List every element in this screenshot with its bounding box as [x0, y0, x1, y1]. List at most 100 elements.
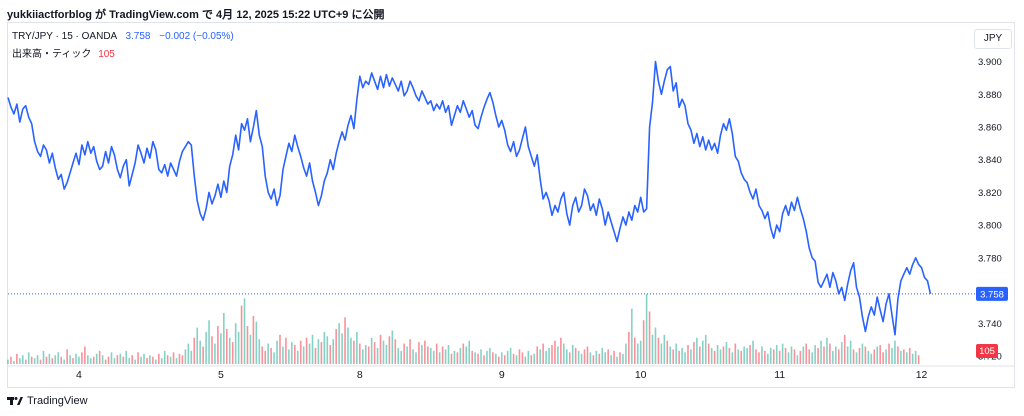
volume-bar [196, 327, 199, 364]
volume-bar [84, 346, 86, 364]
volume-bar [660, 343, 663, 364]
volume-bar [305, 337, 308, 364]
volume-bar [243, 298, 246, 364]
volume-bar [459, 347, 462, 364]
x-tick-label: 5 [218, 369, 224, 381]
volume-bar [140, 356, 142, 364]
volume-bar [317, 339, 320, 364]
volume-bar [143, 353, 145, 364]
volume-bar [359, 343, 361, 364]
volume-bar [308, 343, 311, 364]
volume-bar [775, 345, 778, 364]
volume-bar [826, 337, 828, 364]
volume-bar [231, 342, 234, 364]
volume-bar [69, 355, 71, 364]
volume-bar [480, 349, 482, 364]
volume-bar [240, 305, 243, 364]
volume-bar [394, 339, 397, 364]
volume-bar [870, 353, 873, 364]
volume-bar [178, 353, 181, 364]
last-price-value: 3.758 [125, 31, 151, 42]
volume-bar [332, 339, 335, 364]
volume-bar [323, 331, 326, 364]
volume-bar [104, 359, 107, 364]
publication-header: yukkiiactforblog が TradingView.com で 4月 … [7, 9, 385, 21]
volume-bar [781, 343, 784, 364]
volume-bar [586, 346, 589, 364]
volume-bar [42, 350, 45, 364]
volume-bar [427, 346, 429, 364]
volume-bar [701, 340, 704, 364]
volume-bar [160, 358, 163, 364]
volume-bar [891, 347, 893, 364]
volume-bar [282, 346, 284, 364]
volume-bar [92, 356, 95, 364]
price-badge-label: 3.758 [980, 289, 1004, 300]
volume-bar [814, 345, 816, 364]
volume-bar [149, 355, 151, 364]
volume-bar [867, 350, 870, 364]
volume-bar [199, 340, 201, 364]
volume-bar [128, 358, 131, 364]
volume-bar [246, 326, 249, 364]
volume-bar [820, 340, 822, 364]
volume-bar [601, 347, 604, 364]
volume-bar [78, 356, 80, 364]
volume-bar [761, 346, 763, 364]
volume-bar [530, 355, 533, 364]
volume-bar [184, 349, 187, 364]
volume-bar [832, 350, 834, 364]
volume-bar [400, 350, 403, 364]
volume-bar [897, 346, 899, 364]
currency-button[interactable]: JPY [974, 29, 1012, 49]
volume-bar [261, 346, 264, 364]
volume-bar [291, 342, 293, 364]
volume-bar [465, 346, 468, 364]
volume-bar [276, 340, 278, 364]
volume-bar [636, 343, 639, 364]
volume-bar [202, 346, 204, 364]
volume-bar [299, 340, 302, 364]
volume-bar [27, 352, 30, 364]
volume-bar [172, 352, 175, 364]
volume-bar [619, 352, 621, 364]
volume-bar [506, 350, 509, 364]
volume-bar [89, 358, 92, 364]
volume-bar [642, 320, 645, 364]
volume-bar [802, 346, 805, 364]
volume-bar [72, 358, 74, 364]
volume-bar [388, 336, 391, 364]
volume-bar [116, 355, 119, 364]
volume-bar [60, 356, 63, 364]
volume-bar [589, 352, 592, 364]
volume-bar [651, 334, 654, 364]
symbol-legend: TRY/JPY · 15 · OANDA 3.758 −0.002 (−0.05… [12, 31, 234, 42]
volume-bar [796, 355, 799, 364]
volume-bar [752, 340, 754, 364]
footer-brand-label: TradingView [27, 395, 88, 407]
volume-bar [113, 358, 116, 364]
tradingview-logo-icon [7, 397, 23, 405]
volume-bar [187, 343, 190, 364]
volume-bar [193, 337, 196, 364]
volume-bar [326, 336, 329, 364]
volume-bar [613, 350, 615, 364]
footer-brand[interactable]: TradingView [7, 395, 88, 407]
volume-bar [438, 352, 441, 364]
volume-bar [885, 349, 887, 364]
volume-bar [731, 352, 734, 364]
volume-bar [879, 345, 881, 364]
volume-bar [855, 352, 858, 364]
volume-bar [63, 359, 65, 364]
volume-bar [772, 349, 775, 364]
volume-bar [716, 345, 719, 364]
volume-bar [719, 349, 722, 364]
volume-indicator-label[interactable]: 出来高・ティック [12, 49, 92, 60]
volume-bar [21, 355, 24, 364]
volume-bar [696, 337, 698, 364]
volume-bar [302, 346, 305, 364]
symbol-title[interactable]: TRY/JPY · 15 · OANDA [12, 31, 117, 42]
volume-bar [13, 361, 15, 364]
volume-bar [793, 349, 796, 364]
